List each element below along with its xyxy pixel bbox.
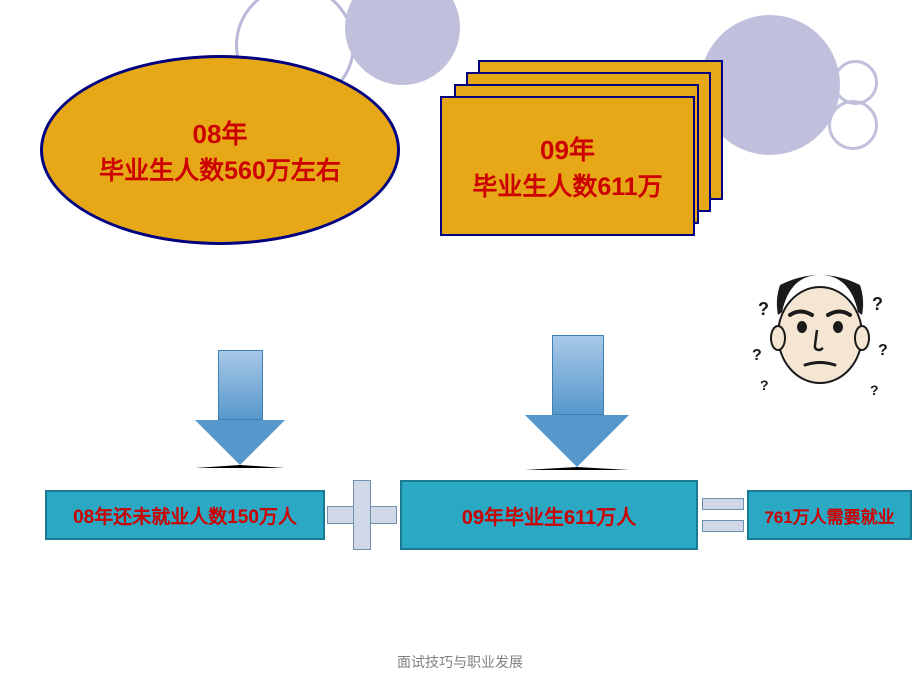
arrow-down-0: [195, 350, 285, 468]
arrow-shaft: [552, 335, 604, 415]
thinking-face-icon: ? ? ? ? ? ?: [750, 260, 890, 410]
decor-circle-4: [833, 60, 878, 105]
arrow-head: [525, 415, 629, 470]
arrow-shaft: [218, 350, 263, 420]
stat-box-1: 09年毕业生611万人: [400, 480, 698, 550]
card-layer-3: 09年毕业生人数611万: [440, 96, 695, 236]
ellipse-08: 08年 毕业生人数560万左右: [40, 55, 400, 245]
svg-text:?: ?: [758, 299, 769, 319]
svg-text:?: ?: [870, 382, 879, 398]
decor-circle-3: [828, 100, 878, 150]
svg-text:?: ?: [752, 347, 762, 364]
arrow-down-1: [525, 335, 629, 470]
stat-box-0: 08年还未就业人数150万人: [45, 490, 325, 540]
equals-bar-bottom: [702, 520, 744, 532]
equals-sign: [702, 498, 744, 542]
plus-sign: [327, 480, 397, 550]
ellipse-line1: 08年: [193, 114, 248, 151]
plus-vertical: [353, 480, 371, 550]
card-line1: 09年: [540, 130, 595, 167]
stat-box-2: 761万人需要就业: [747, 490, 912, 540]
arrow-head: [195, 420, 285, 468]
card-line2: 毕业生人数611万: [472, 167, 662, 203]
svg-text:?: ?: [878, 342, 888, 359]
ellipse-line2: 毕业生人数560万左右: [99, 151, 341, 187]
stacked-cards-09: 09年毕业生人数611万: [440, 60, 725, 235]
svg-text:?: ?: [872, 294, 883, 314]
equals-bar-top: [702, 498, 744, 510]
footer-caption: 面试技巧与职业发展: [0, 652, 920, 672]
svg-text:?: ?: [760, 377, 769, 393]
